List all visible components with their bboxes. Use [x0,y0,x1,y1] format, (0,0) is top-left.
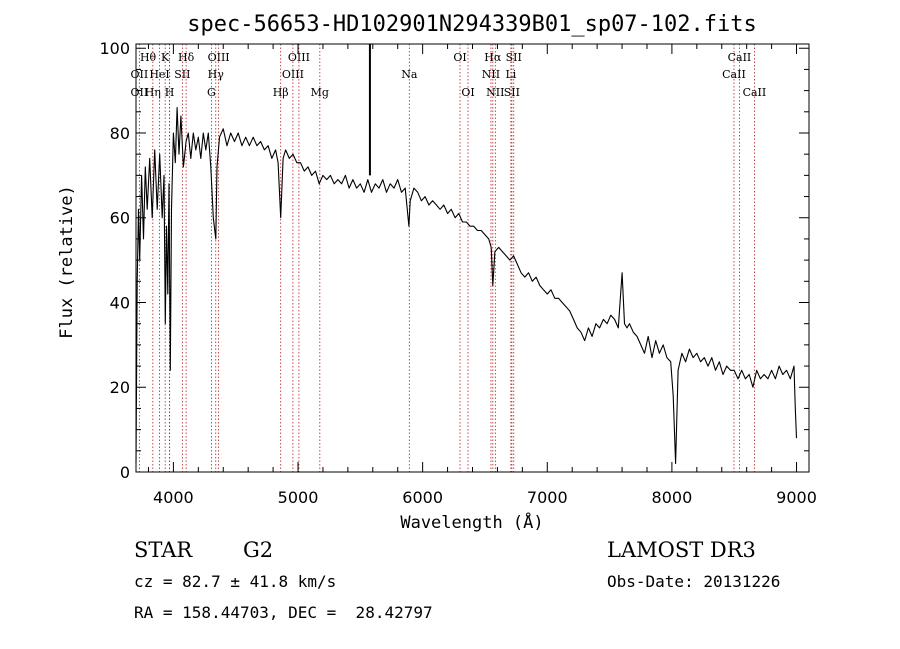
redshift-readout: cz = 82.7 ± 41.8 km/s [134,572,337,591]
line-label: OI [461,86,474,99]
emission-line-markers [138,44,755,472]
line-label: HeI [149,68,169,81]
observation-date: Obs-Date: 20131226 [607,572,781,591]
line-label: OIII [288,51,310,64]
line-label: OII [131,86,149,99]
line-label: OI [453,51,466,64]
line-label: CaII [722,68,746,81]
line-label: Hδ [178,51,195,64]
line-label: Hη [145,86,161,99]
x-axis-label: Wavelength (Å) [400,511,543,533]
line-label: Hβ [273,86,289,99]
object-class: STAR [134,538,193,562]
survey-name: LAMOST DR3 [607,538,756,562]
line-label: SII [174,68,190,81]
line-label: G [207,86,216,99]
line-label: OIII [208,51,230,64]
line-label: H [165,86,175,99]
line-label: SII [506,51,522,64]
y-tick-label: 20 [110,378,130,397]
line-label: OIII [282,68,304,81]
x-tick-label: 8000 [652,488,693,507]
y-tick-label: 40 [110,293,130,312]
x-tick-label: 9000 [776,488,817,507]
line-label: Hγ [208,68,225,81]
line-label: Li [505,68,516,81]
y-axis-label: Flux (relative) [57,185,77,339]
line-label: K [161,51,170,64]
coordinates-readout: RA = 158.44703, DEC = 28.42797 [134,603,433,622]
emission-line-labels: Hθ K Hδ OIII OIII OI Hα SII CaII OII HeI SII Hγ OIII N… [131,51,767,99]
line-label: Mg [311,86,329,99]
line-label: CaII [728,51,752,64]
line-label: NII [482,68,500,81]
series-line-flux [135,107,798,465]
line-label: OII [131,68,149,81]
plot-frame [135,43,810,473]
x-tick-label: 6000 [402,488,443,507]
y-tick-label: 60 [110,209,130,228]
line-label: Hα [484,51,502,64]
y-tick-label: 100 [99,39,130,58]
x-tick-label: 4000 [153,488,194,507]
object-subclass: G2 [243,538,274,562]
line-label: NII [486,86,504,99]
series-layer [135,44,798,465]
x-tick-label: 7000 [527,488,568,507]
chart-title: spec-56653-HD102901N294339B01_sp07-102.f… [187,12,757,37]
line-label: SII [504,86,520,99]
x-tick-label: 5000 [278,488,319,507]
line-label: Hθ [140,51,157,64]
line-label: CaII [743,86,767,99]
x-axis: 4000 5000 6000 7000 8000 9000 [147,44,817,507]
y-tick-label: 0 [120,463,130,482]
y-tick-label: 80 [110,124,130,143]
line-label: Na [401,68,418,81]
y-axis: 0 20 40 60 80 100 [99,39,809,482]
